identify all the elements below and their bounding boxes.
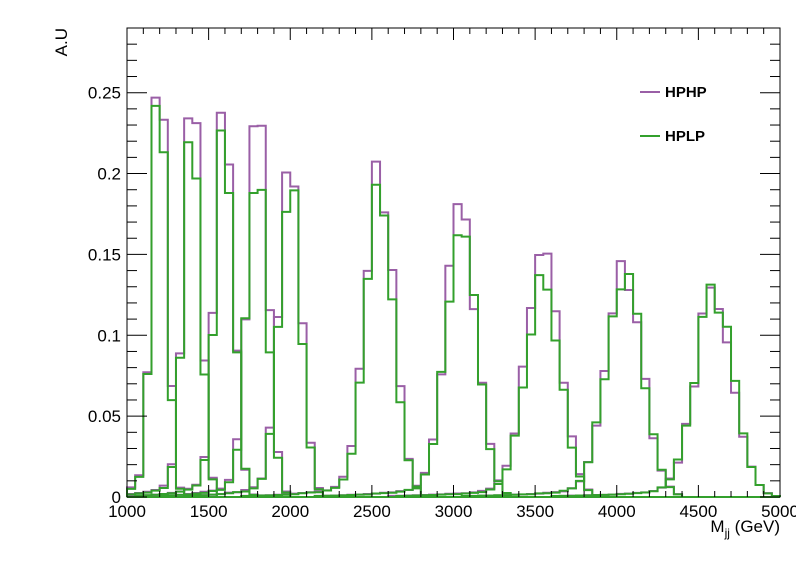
x-tick-label: 3500 — [516, 502, 554, 521]
hplp-curve-m4600 — [127, 283, 781, 498]
y-axis-title: A.U — [52, 28, 71, 56]
legend-label-hphp: HPHP — [665, 84, 707, 101]
histogram-curves — [126, 96, 781, 498]
x-tick-label: 4000 — [598, 502, 636, 521]
y-tick-label: 0.25 — [88, 84, 121, 103]
y-axis-ticks: 0 0.05 0.1 0.15 0.2 0.25 — [88, 27, 780, 507]
x-tick-label: 2500 — [353, 502, 391, 521]
x-tick-label: 1000 — [108, 502, 146, 521]
hplp-curve-m3550 — [127, 274, 780, 498]
y-tick-label: 0.2 — [97, 165, 121, 184]
x-axis-title-subscript: jj — [724, 526, 730, 540]
x-axis-title-main: M — [710, 517, 724, 536]
y-tick-label: 0.15 — [88, 245, 121, 264]
x-tick-label: 4500 — [679, 502, 717, 521]
x-tick-label: 1500 — [190, 502, 228, 521]
x-tick-label: 3000 — [435, 502, 473, 521]
legend-label-hplp: HPLP — [665, 128, 705, 145]
hphp-curve-m4600 — [127, 286, 781, 498]
x-axis-title-unit: (GeV) — [730, 517, 780, 536]
x-axis-ticks: 1000 1500 2000 2500 3000 3500 4000 4500 5000 — [108, 28, 796, 521]
x-tick-label: 2000 — [271, 502, 309, 521]
y-tick-label: 0 — [112, 488, 121, 507]
y-tick-label: 0.05 — [88, 407, 121, 426]
x-tick-label: 5000 — [761, 502, 796, 521]
y-tick-label: 0.1 — [97, 326, 121, 345]
x-axis-title: Mjj (GeV) — [710, 517, 780, 540]
legend: HPHP HPLP — [640, 84, 707, 145]
